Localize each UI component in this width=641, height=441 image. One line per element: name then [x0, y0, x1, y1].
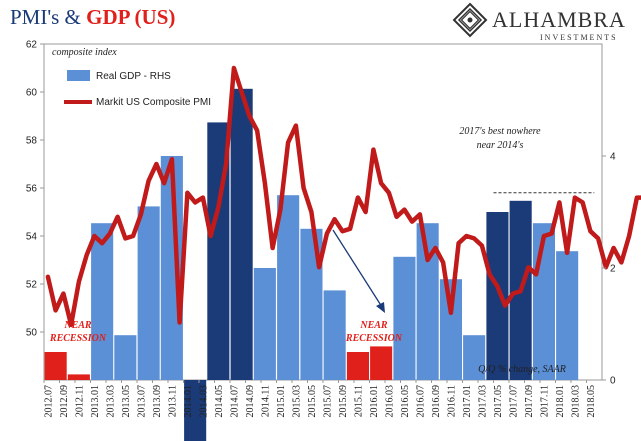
- x-axis: 2012.07 2012.09 2012.11 2013.01 2013.03 2013.…: [43, 380, 597, 418]
- x-tick-7: 2013.09: [152, 385, 163, 418]
- x-tick-27: 2017.01: [462, 385, 473, 418]
- x-tick-30: 2017.07: [508, 385, 519, 418]
- x-tick-28: 2017.03: [477, 385, 488, 418]
- gdp-bar-14: [370, 346, 393, 380]
- left-tick-54: 54: [26, 232, 38, 243]
- best-note-line-1: 2017's best nowhere: [459, 126, 541, 137]
- gdp-bar-15: [393, 256, 416, 380]
- gdp-bar-6: [184, 380, 207, 441]
- left-tick-58: 58: [26, 136, 38, 147]
- logo-sub: INVESTMENTS: [540, 33, 618, 42]
- gdp-bar-2: [91, 223, 114, 380]
- x-tick-31: 2017.09: [524, 385, 535, 418]
- gdp-bar-10: [277, 195, 300, 380]
- alhambra-logo: ALHAMBRA INVESTMENTS: [452, 2, 626, 42]
- x-tick-1: 2012.09: [59, 385, 70, 418]
- x-tick-12: 2014.07: [229, 385, 240, 418]
- x-tick-22: 2016.03: [384, 385, 395, 418]
- x-tick-20: 2015.11: [353, 385, 364, 417]
- units-note: Q/Q % change, SAAR: [478, 364, 566, 375]
- near-recession-2-line-1: NEAR: [359, 320, 388, 331]
- logo-name: ALHAMBRA: [492, 7, 626, 32]
- x-tick-21: 2016.01: [369, 385, 380, 418]
- left-tick-56: 56: [26, 184, 38, 195]
- arrow-annotation: [332, 229, 385, 313]
- near-recession-1-line-1: NEAR: [63, 320, 92, 331]
- right-tick-4: 4: [610, 152, 616, 163]
- x-tick-29: 2017.05: [493, 385, 504, 418]
- right-axis: 0 2 4: [602, 152, 616, 387]
- gdp-bar-0: [44, 352, 67, 380]
- gdp-bar-3: [114, 335, 137, 380]
- gdp-bar-12: [323, 290, 346, 380]
- x-tick-13: 2014.09: [245, 385, 256, 418]
- pmi-line: [45, 65, 641, 328]
- x-tick-3: 2013.01: [90, 385, 101, 418]
- gdp-bar-13: [346, 352, 369, 380]
- left-tick-50: 50: [26, 328, 38, 339]
- right-tick-0: 0: [610, 376, 616, 387]
- title-part-1: PMI's &: [10, 5, 86, 29]
- gdp-bar-18: [463, 335, 486, 380]
- logo-emblem-icon: [452, 2, 488, 38]
- x-tick-9: 2014.01: [183, 385, 194, 418]
- x-tick-8: 2013.11: [167, 385, 178, 417]
- x-tick-10: 2014.03: [198, 385, 209, 418]
- x-tick-0: 2012.07: [43, 385, 54, 418]
- x-tick-34: 2018.03: [570, 385, 581, 418]
- left-tick-60: 60: [26, 88, 38, 99]
- x-tick-25: 2016.09: [431, 385, 442, 418]
- annotations: NEAR RECESSION NEAR RECESSION 2017's bes…: [49, 126, 566, 375]
- x-tick-6: 2013.07: [136, 385, 147, 418]
- gdp-bar-4: [137, 206, 160, 380]
- gdp-bar-16: [416, 223, 439, 380]
- left-tick-62: 62: [26, 40, 38, 51]
- pmi-series: [45, 65, 641, 328]
- gdp-bar-9: [253, 268, 276, 380]
- x-tick-16: 2015.03: [291, 385, 302, 418]
- x-tick-26: 2016.11: [446, 385, 457, 417]
- x-tick-5: 2013.05: [121, 385, 132, 418]
- left-axis-label: composite index: [52, 47, 117, 58]
- near-recession-2-line-2: RECESSION: [345, 333, 403, 344]
- title-part-2: GDP (US): [86, 5, 175, 29]
- near-recession-1-line-2: RECESSION: [49, 333, 107, 344]
- left-axis: 50 52 54 56 58 60 62: [26, 40, 44, 339]
- legend: Real GDP - RHS Markit US Composite PMI: [64, 70, 211, 108]
- x-tick-11: 2014.05: [214, 385, 225, 418]
- x-tick-17: 2015.05: [307, 385, 318, 418]
- gdp-bar-17: [439, 279, 462, 380]
- x-tick-35: 2018.05: [586, 385, 597, 418]
- x-tick-4: 2013.03: [105, 385, 116, 418]
- best-note-line-2: near 2014's: [477, 140, 524, 151]
- gdp-bar-22: [556, 251, 579, 380]
- gdp-bar-19: [486, 212, 509, 380]
- x-tick-19: 2015.09: [338, 385, 349, 418]
- x-tick-18: 2015.07: [322, 385, 333, 418]
- x-tick-14: 2014.11: [260, 385, 271, 417]
- chart-title: PMI's & GDP (US): [10, 5, 175, 29]
- x-tick-33: 2018.01: [555, 385, 566, 418]
- x-tick-15: 2015.01: [276, 385, 287, 418]
- legend-pmi-label: Markit US Composite PMI: [96, 97, 211, 108]
- gdp-bar-5: [160, 156, 183, 380]
- gdp-bar-1: [67, 374, 90, 380]
- x-tick-24: 2016.07: [415, 385, 426, 418]
- legend-gdp-swatch: [67, 70, 90, 81]
- legend-gdp-label: Real GDP - RHS: [96, 71, 171, 82]
- left-tick-52: 52: [26, 280, 38, 291]
- gdp-bar-8: [230, 88, 253, 381]
- x-tick-2: 2012.11: [74, 385, 85, 417]
- gdp-bar-11: [300, 228, 323, 380]
- x-tick-23: 2016.05: [400, 385, 411, 418]
- right-tick-2: 2: [610, 264, 616, 275]
- x-tick-32: 2017.11: [539, 385, 550, 417]
